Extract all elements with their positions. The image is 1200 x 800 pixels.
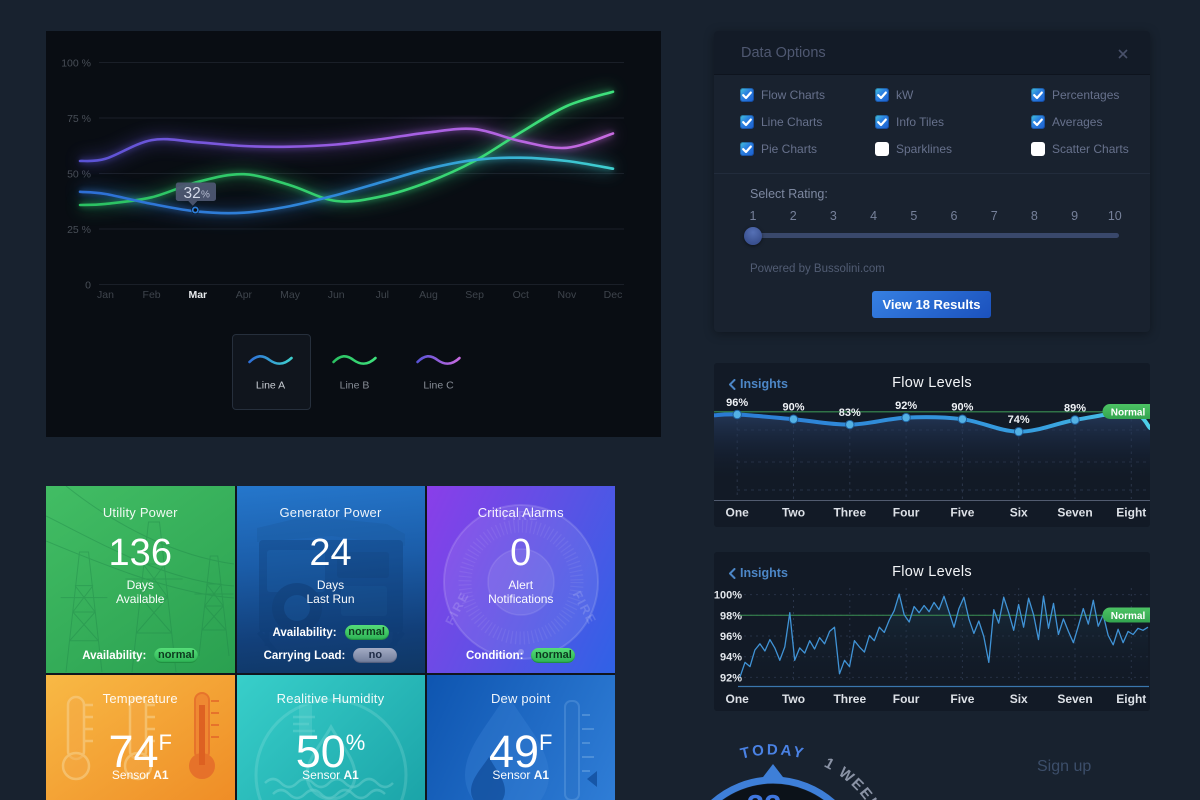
svg-text:90%: 90% xyxy=(782,402,804,414)
svg-text:5: 5 xyxy=(910,209,917,223)
svg-text:Two: Two xyxy=(782,692,805,706)
svg-text:Seven: Seven xyxy=(1057,506,1092,520)
svg-text:100%: 100% xyxy=(714,590,742,602)
svg-text:75 %: 75 % xyxy=(67,113,91,125)
svg-text:8: 8 xyxy=(1031,209,1038,223)
svg-text:10: 10 xyxy=(1108,209,1122,223)
svg-text:0: 0 xyxy=(85,280,91,292)
svg-text:Oct: Oct xyxy=(513,289,529,301)
svg-text:Two: Two xyxy=(782,506,805,520)
svg-text:Four: Four xyxy=(893,692,920,706)
svg-text:Dec: Dec xyxy=(604,289,623,301)
svg-text:Feb: Feb xyxy=(143,289,161,301)
svg-text:94%: 94% xyxy=(720,652,742,664)
svg-text:Jan: Jan xyxy=(97,289,114,301)
svg-text:Apr: Apr xyxy=(236,289,253,301)
svg-text:96%: 96% xyxy=(726,397,748,409)
svg-text:4: 4 xyxy=(870,209,877,223)
svg-text:Aug: Aug xyxy=(419,289,438,301)
svg-text:1 WEEK: 1 WEEK xyxy=(821,755,884,800)
svg-text:Normal: Normal xyxy=(1111,407,1146,418)
svg-text:Normal: Normal xyxy=(1111,611,1146,622)
svg-text:Six: Six xyxy=(1010,692,1028,706)
svg-text:6: 6 xyxy=(951,209,958,223)
svg-text:Four: Four xyxy=(893,506,920,520)
svg-text:Six: Six xyxy=(1010,506,1028,520)
svg-text:92%: 92% xyxy=(720,672,742,684)
svg-text:Seven: Seven xyxy=(1057,692,1092,706)
svg-text:1: 1 xyxy=(750,209,757,223)
svg-text:FIRE: FIRE xyxy=(502,509,538,523)
svg-text:90%: 90% xyxy=(951,402,973,414)
svg-text:89%: 89% xyxy=(1064,403,1086,415)
svg-text:Nov: Nov xyxy=(558,289,577,301)
svg-text:Jul: Jul xyxy=(376,289,389,301)
svg-text:Line A: Line A xyxy=(256,380,285,392)
svg-text:92%: 92% xyxy=(895,400,917,412)
svg-text:Line B: Line B xyxy=(340,380,370,392)
svg-text:One: One xyxy=(726,506,750,520)
svg-text:96%: 96% xyxy=(720,631,742,643)
svg-text:Five: Five xyxy=(950,506,974,520)
svg-text:Jun: Jun xyxy=(328,289,345,301)
svg-text:50 %: 50 % xyxy=(67,169,91,181)
svg-text:TODAY: TODAY xyxy=(739,741,808,762)
svg-text:Three: Three xyxy=(833,692,866,706)
svg-text:One: One xyxy=(726,692,750,706)
svg-text:Five: Five xyxy=(950,692,974,706)
svg-text:9: 9 xyxy=(1071,209,1078,223)
svg-text:%: % xyxy=(201,190,210,201)
svg-text:Line C: Line C xyxy=(423,380,454,392)
svg-text:Three: Three xyxy=(833,506,866,520)
svg-text:7: 7 xyxy=(991,209,998,223)
svg-text:2: 2 xyxy=(790,209,797,223)
svg-text:3: 3 xyxy=(830,209,837,223)
svg-text:May: May xyxy=(280,289,301,301)
svg-text:83%: 83% xyxy=(839,407,861,419)
svg-text:Sep: Sep xyxy=(465,289,484,301)
svg-text:74%: 74% xyxy=(1008,414,1030,426)
svg-text:100 %: 100 % xyxy=(61,58,91,70)
svg-text:Eight: Eight xyxy=(1116,692,1146,706)
svg-text:Mar: Mar xyxy=(188,289,207,301)
svg-text:25 %: 25 % xyxy=(67,224,91,236)
svg-text:Eight: Eight xyxy=(1116,506,1146,520)
svg-text:98%: 98% xyxy=(720,610,742,622)
svg-text:32: 32 xyxy=(184,185,201,202)
